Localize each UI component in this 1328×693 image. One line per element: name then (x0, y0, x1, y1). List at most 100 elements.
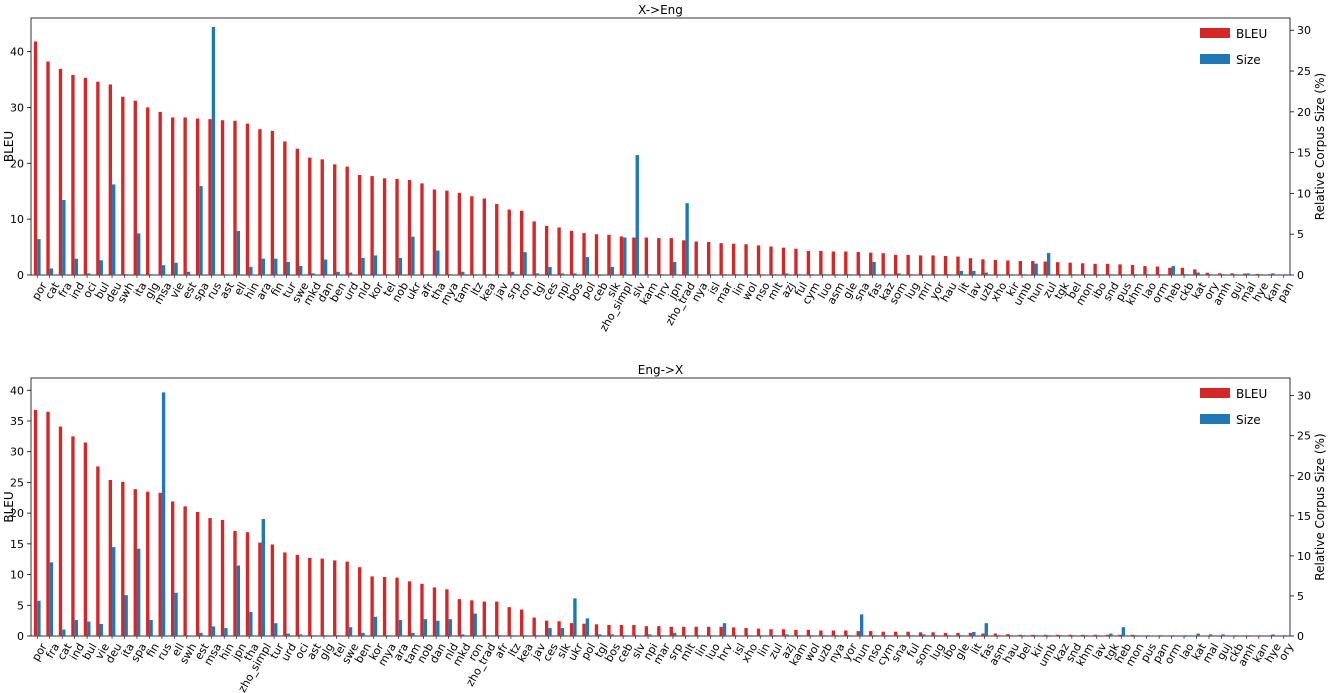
size-bar (598, 274, 602, 275)
size-bar (136, 548, 141, 636)
bleu-bar (794, 248, 798, 275)
bleu-bar (333, 560, 337, 636)
bleu-bar (345, 166, 349, 275)
size-bar (710, 274, 714, 275)
bleu-bar (270, 544, 275, 636)
size-bar (473, 613, 477, 636)
x-tick-label: ful (904, 641, 922, 660)
bleu-bar (544, 620, 549, 636)
bleu-bar (1130, 264, 1135, 275)
size-bar (99, 623, 103, 636)
bleu-bar (121, 481, 125, 636)
bleu-bar (108, 479, 113, 636)
size-bar (49, 562, 54, 636)
bleu-bar (233, 120, 237, 275)
bleu-bar (619, 236, 624, 275)
size-bar (373, 616, 378, 636)
chart-title: X->Eng (638, 3, 683, 17)
bleu-bar (308, 557, 312, 636)
bleu-bar (906, 254, 910, 275)
size-bar (49, 268, 54, 275)
bleu-bar (1280, 274, 1284, 275)
size-bar (697, 635, 702, 636)
size-bar (1009, 274, 1013, 275)
y-tick-label: 35 (10, 415, 24, 428)
size-bar (361, 257, 365, 275)
size-bar (847, 635, 851, 636)
size-bar (423, 619, 428, 636)
legend-size-label: Size (1236, 53, 1261, 67)
bleu-bar (470, 600, 474, 636)
size-bar (1021, 635, 1026, 636)
y2-axis-label: Relative Corpus Size (%) (1313, 433, 1327, 580)
bleu-bar (495, 204, 499, 275)
size-bar (972, 631, 976, 636)
bleu-bar (1230, 635, 1234, 636)
size-bar (1233, 635, 1238, 636)
size-bar (548, 627, 552, 636)
size-bar (760, 635, 764, 636)
size-bar (722, 274, 727, 275)
size-bar (1258, 635, 1263, 636)
bleu-bar (407, 180, 412, 275)
legend-size-swatch (1200, 54, 1230, 64)
size-bar (548, 266, 552, 275)
size-bar (186, 635, 191, 636)
size-bar (810, 635, 814, 636)
bleu-bar (270, 130, 275, 275)
bleu-bar (445, 190, 449, 275)
bleu-bar (582, 623, 586, 636)
size-bar (585, 257, 590, 275)
size-bar (560, 273, 565, 275)
size-bar (386, 635, 390, 636)
bleu-bar (968, 258, 973, 275)
bleu-bar (1031, 634, 1035, 636)
bleu-bar (744, 628, 748, 636)
bleu-bar (457, 599, 462, 636)
size-bar (1071, 274, 1076, 275)
size-bar (510, 635, 515, 636)
size-bar (461, 271, 465, 275)
y-tick-label: 5 (17, 599, 24, 612)
size-bar (161, 392, 166, 636)
size-bar (1171, 635, 1175, 636)
size-bar (199, 632, 203, 636)
bleu-bar (58, 68, 63, 275)
size-bar (884, 274, 889, 275)
bleu-bar (532, 221, 536, 275)
y2-tick-label: 10 (1297, 550, 1311, 563)
bleu-bar (158, 111, 162, 275)
bleu-bar (557, 227, 561, 275)
bleu-bar (632, 624, 636, 636)
bleu-bar (1243, 273, 1247, 275)
size-bar (1084, 274, 1088, 275)
size-bar (199, 186, 203, 275)
size-bar (299, 634, 303, 636)
bleu-bar (308, 157, 312, 275)
size-bar (660, 274, 664, 275)
bleu-bar (719, 626, 723, 636)
size-bar (249, 611, 253, 636)
bleu-bar (71, 74, 75, 275)
size-bar (959, 635, 964, 636)
size-bar (174, 262, 178, 275)
bleu-bar (544, 225, 549, 275)
size-bar (822, 274, 826, 275)
bleu-bar (183, 117, 187, 276)
bleu-bar (844, 630, 848, 636)
size-bar (623, 635, 627, 636)
size-bar (398, 257, 403, 275)
bleu-bar (395, 178, 399, 275)
size-bar (884, 635, 889, 636)
bleu-bar (1080, 263, 1085, 275)
size-bar (535, 273, 540, 275)
size-bar (984, 623, 988, 636)
y-tick-label: 30 (10, 446, 24, 459)
bleu-bar (183, 506, 187, 636)
size-bar (37, 600, 41, 636)
size-bar (772, 635, 777, 636)
bleu-bar (457, 192, 462, 275)
size-bar (1159, 274, 1163, 275)
size-bar (149, 274, 153, 275)
bleu-bar (918, 632, 923, 636)
